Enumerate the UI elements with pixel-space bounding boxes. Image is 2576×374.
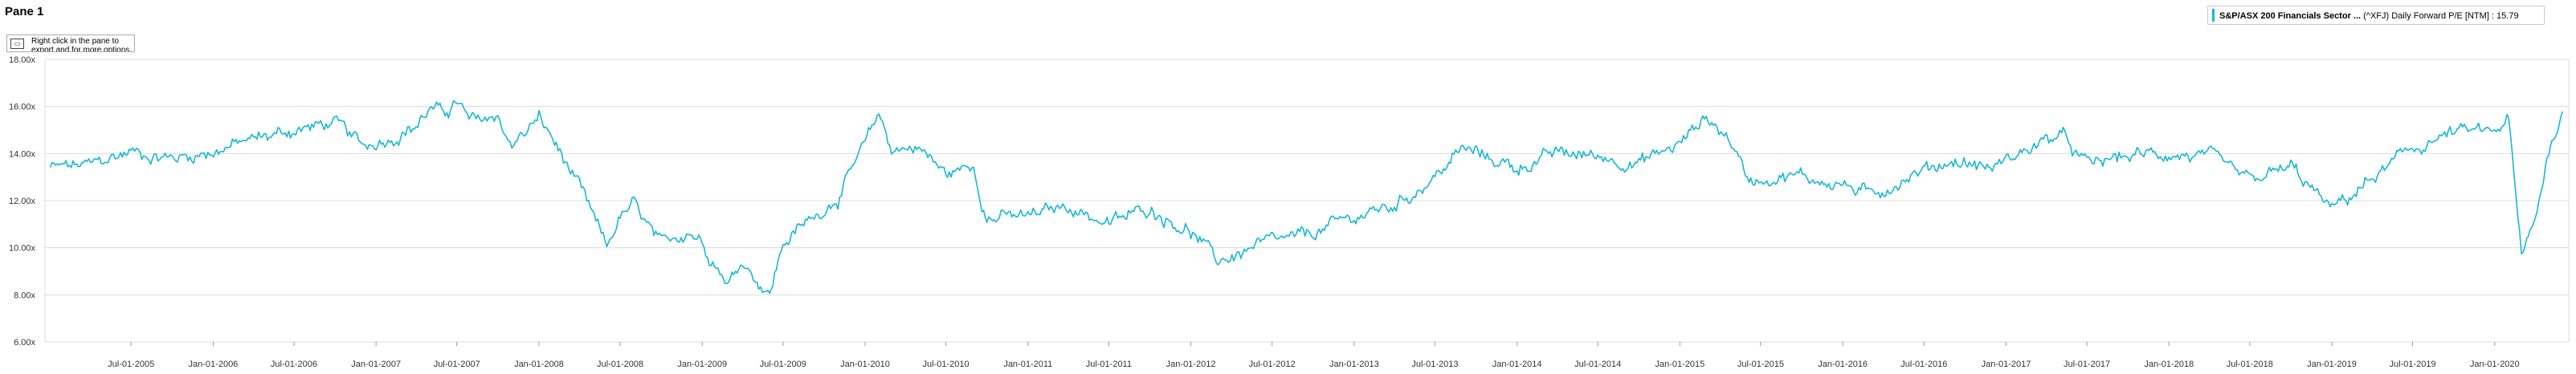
x-tick-label: Jan-01-2020 [2470,360,2520,369]
y-tick-label: 10.00x [9,244,36,254]
legend-swatch [2212,9,2215,22]
x-tick-label: Jan-01-2008 [514,360,564,369]
legend-series-detail: (^XFJ) Daily Forward P/E [NTM] : 15.79 [2363,11,2519,21]
x-tick-label: Jan-01-2018 [2144,360,2194,369]
y-tick-label: 8.00x [14,291,35,300]
x-tick-label: Jul-01-2011 [1086,360,1132,369]
x-tick-label: Jan-01-2014 [1492,360,1542,369]
x-tick-label: Jan-01-2013 [1329,360,1379,369]
x-tick-label: Jul-01-2017 [2064,360,2110,369]
legend-label: S&P/ASX 200 Financials Sector ... (^XFJ)… [2219,6,2519,26]
x-tick-label: Jan-01-2012 [1166,360,1216,369]
y-tick-label: 14.00x [9,149,36,159]
x-tick-label: Jan-01-2009 [677,360,727,369]
x-tick-label: Jan-01-2010 [840,360,890,369]
x-tick-label: Jan-01-2016 [1818,360,1868,369]
x-tick-label: Jul-01-2019 [2390,360,2436,369]
x-tick-label: Jul-01-2018 [2227,360,2273,369]
y-tick-label: 16.00x [9,103,36,112]
x-tick-label: Jan-01-2017 [1982,360,2031,369]
y-tick-label: 18.00x [9,55,36,65]
x-tick-label: Jul-01-2010 [923,360,970,369]
x-tick-label: Jul-01-2009 [760,360,806,369]
x-tick-label: Jul-01-2007 [434,360,480,369]
x-tick-label: Jul-01-2013 [1411,360,1458,369]
x-tick-label: Jul-01-2014 [1574,360,1621,369]
legend-series-name: S&P/ASX 200 Financials Sector ... [2219,11,2362,21]
x-tick-label: Jul-01-2005 [108,360,154,369]
series-line [49,100,2563,295]
x-tick-label: Jan-01-2015 [1655,360,1705,369]
x-tick-label: Jul-01-2008 [597,360,643,369]
x-tick-label: Jul-01-2012 [1249,360,1296,369]
hint-text: Right click in the pane to export and fo… [31,37,130,52]
context-hint[interactable]: ▭ Right click in the pane to export and … [6,35,135,52]
x-tick-label: Jan-01-2007 [351,360,401,369]
x-tick-label: Jul-01-2015 [1737,360,1784,369]
mouse-icon: ▭ [10,39,24,49]
y-tick-label: 12.00x [9,197,36,206]
x-tick-label: Jan-01-2019 [2307,360,2357,369]
x-tick-label: Jul-01-2006 [271,360,317,369]
chart-legend[interactable]: S&P/ASX 200 Financials Sector ... (^XFJ)… [2207,6,2545,25]
x-tick-label: Jan-01-2011 [1003,360,1052,369]
x-tick-label: Jul-01-2016 [1900,360,1947,369]
pane-title: Pane 1 [5,5,44,18]
y-tick-label: 6.00x [14,338,35,348]
x-tick-label: Jan-01-2006 [189,360,239,369]
